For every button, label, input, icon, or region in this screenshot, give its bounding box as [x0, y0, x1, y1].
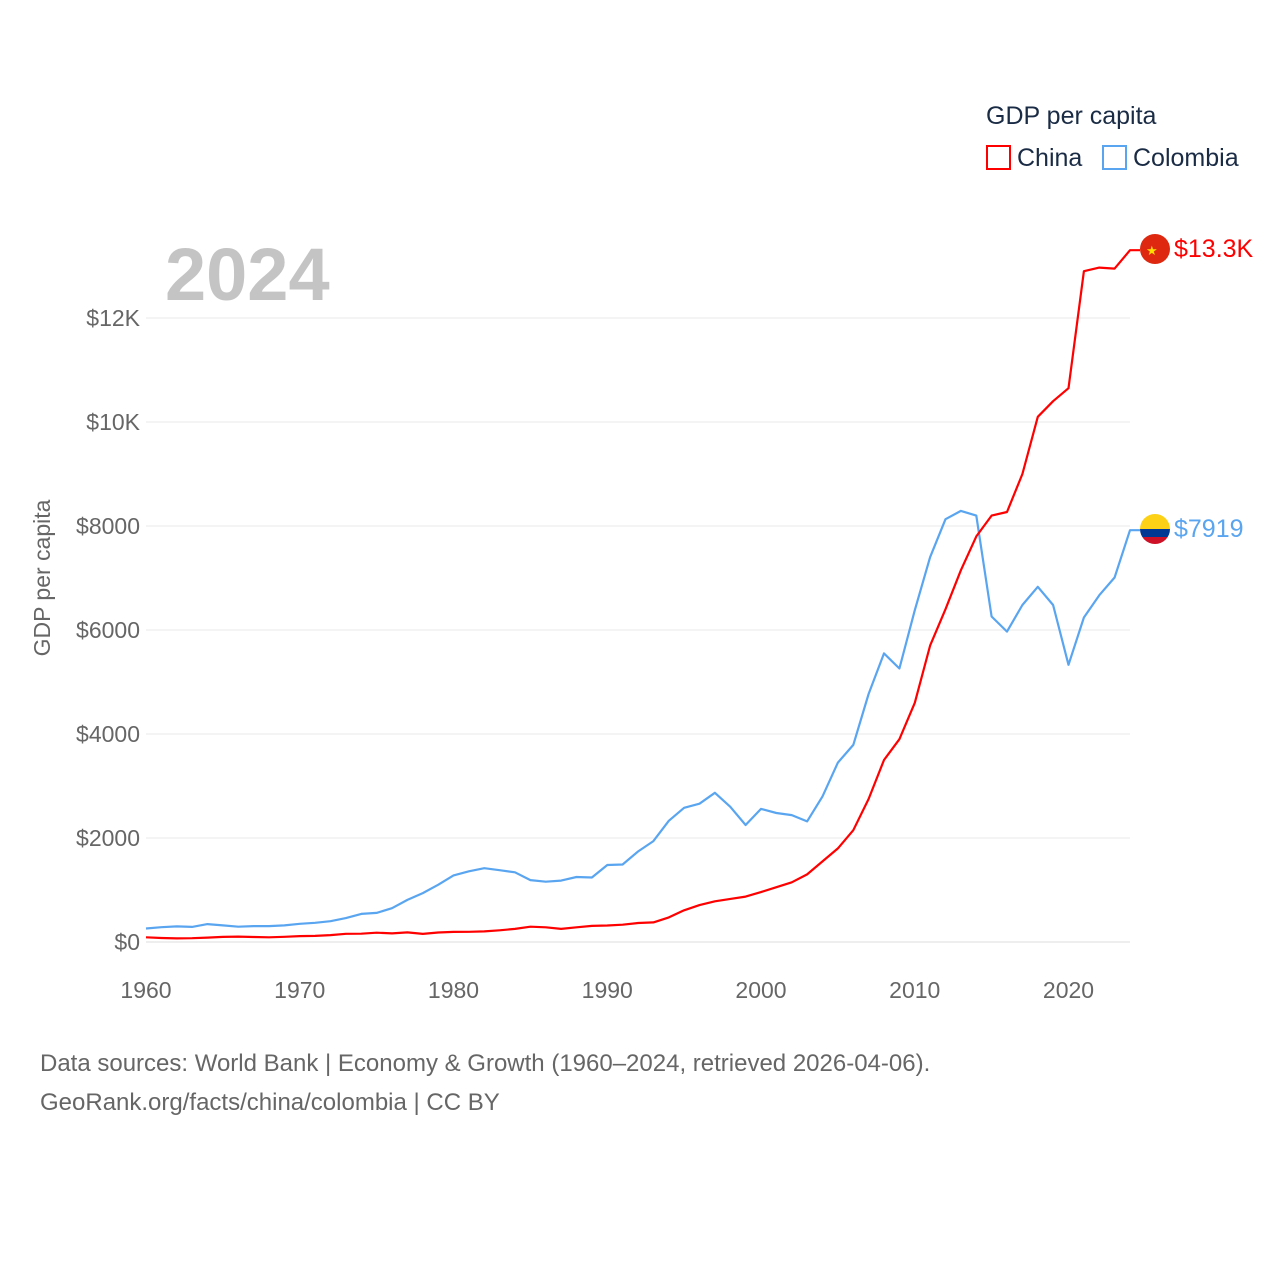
y-tick-label: $6000: [76, 617, 140, 643]
series-lines: [145, 249, 1140, 940]
china-end-label: $13.3K: [1174, 235, 1254, 263]
legend-label-colombia[interactable]: Colombia: [1133, 144, 1239, 172]
x-axis-ticks: 1960 1970 1980 1990 2000 2010 2020: [120, 977, 1094, 1003]
colombia-end-label: $7919: [1174, 515, 1244, 543]
y-tick-label: $10K: [86, 409, 140, 435]
x-tick-label: 1970: [274, 977, 325, 1003]
footer: Data sources: World Bank | Economy & Gro…: [40, 1044, 930, 1122]
y-tick-label: $12K: [86, 305, 140, 331]
series-line-colombia: [145, 509, 1140, 930]
attribution-link[interactable]: GeoRank.org/facts/china/colombia | CC BY: [40, 1089, 500, 1116]
svg-text:★: ★: [1146, 243, 1158, 258]
data-source-text: Data sources: World Bank | Economy & Gro…: [40, 1050, 931, 1077]
x-tick-label: 2000: [735, 977, 786, 1003]
legend-title: GDP per capita: [986, 102, 1157, 130]
gridlines: [146, 317, 1130, 943]
x-tick-label: 1960: [120, 977, 171, 1003]
x-tick-label: 2020: [1043, 977, 1094, 1003]
y-tick-label: $8000: [76, 513, 140, 539]
colombia-flag-icon: [1140, 514, 1170, 544]
x-tick-label: 1990: [582, 977, 633, 1003]
y-tick-label: $2000: [76, 825, 140, 851]
legend-swatch-colombia: [1102, 145, 1127, 170]
y-axis-label: GDP per capita: [29, 499, 55, 656]
x-tick-label: 2010: [889, 977, 940, 1003]
legend: GDP per capita China Colombia: [986, 102, 1239, 172]
x-tick-label: 1980: [428, 977, 479, 1003]
china-flag-icon: ★: [1140, 234, 1170, 264]
series-line-china: [145, 249, 1140, 940]
y-tick-label: $0: [114, 929, 140, 955]
legend-label-china[interactable]: China: [1017, 144, 1082, 172]
legend-swatch-china: [986, 145, 1011, 170]
y-tick-label: $4000: [76, 721, 140, 747]
year-label: 2024: [165, 233, 330, 316]
y-axis-ticks: $0 $2000 $4000 $6000 $8000 $10K $12K: [76, 305, 141, 955]
